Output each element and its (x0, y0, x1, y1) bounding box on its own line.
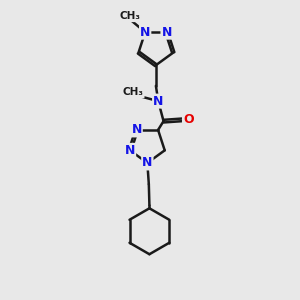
Text: N: N (161, 26, 172, 39)
Text: N: N (131, 123, 142, 136)
Text: N: N (142, 157, 152, 169)
Text: CH₃: CH₃ (123, 87, 144, 97)
Text: N: N (140, 26, 150, 39)
Text: N: N (125, 144, 135, 157)
Text: N: N (153, 94, 164, 108)
Text: CH₃: CH₃ (119, 11, 140, 21)
Text: O: O (183, 113, 194, 126)
